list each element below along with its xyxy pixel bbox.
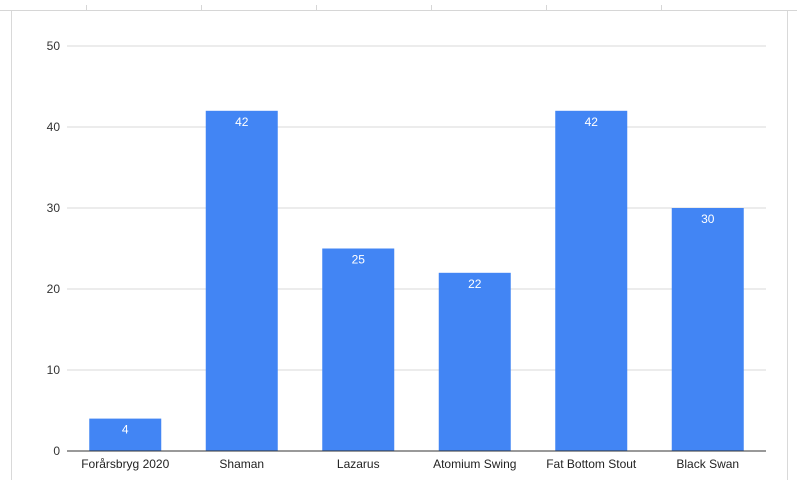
bar-data-label: 4 <box>122 423 129 437</box>
bar[interactable] <box>438 272 511 451</box>
bar[interactable] <box>322 248 395 452</box>
column-divider <box>316 5 317 10</box>
bar[interactable] <box>89 418 162 451</box>
column-divider <box>86 5 87 10</box>
x-category-label: Forårsbryg 2020 <box>81 457 169 471</box>
column-divider <box>431 5 432 10</box>
column-divider <box>661 5 662 10</box>
bar[interactable] <box>205 110 278 452</box>
y-tick-label: 10 <box>47 363 61 377</box>
x-category-label: Shaman <box>219 457 264 471</box>
bar[interactable] <box>555 110 628 452</box>
x-category-label: Lazarus <box>337 457 380 471</box>
chart-frame[interactable] <box>11 11 788 480</box>
bar-data-label: 22 <box>468 277 482 291</box>
bar[interactable] <box>671 208 744 451</box>
bars[interactable]: 4 42 25 22 42 30 <box>89 110 744 452</box>
bar-data-label: 42 <box>235 115 249 129</box>
bar-data-label: 25 <box>352 253 366 267</box>
bar-data-label: 42 <box>585 115 599 129</box>
column-divider <box>546 5 547 10</box>
bar-data-label: 30 <box>701 212 715 226</box>
x-category-label: Black Swan <box>676 457 739 471</box>
spreadsheet-column-header-strip <box>0 0 797 11</box>
gridlines <box>67 45 766 371</box>
x-axis-category-labels: Forårsbryg 2020 Shaman Lazarus Atomium Swin… <box>81 457 739 471</box>
y-axis-tick-labels: 0 10 20 30 40 50 <box>47 39 61 458</box>
y-tick-label: 50 <box>47 39 61 53</box>
x-category-label: Atomium Swing <box>433 457 516 471</box>
column-divider <box>201 5 202 10</box>
y-tick-label: 40 <box>47 120 61 134</box>
y-tick-label: 30 <box>47 201 61 215</box>
y-tick-label: 20 <box>47 282 61 296</box>
x-category-label: Fat Bottom Stout <box>546 457 637 471</box>
y-tick-label: 0 <box>53 444 60 458</box>
